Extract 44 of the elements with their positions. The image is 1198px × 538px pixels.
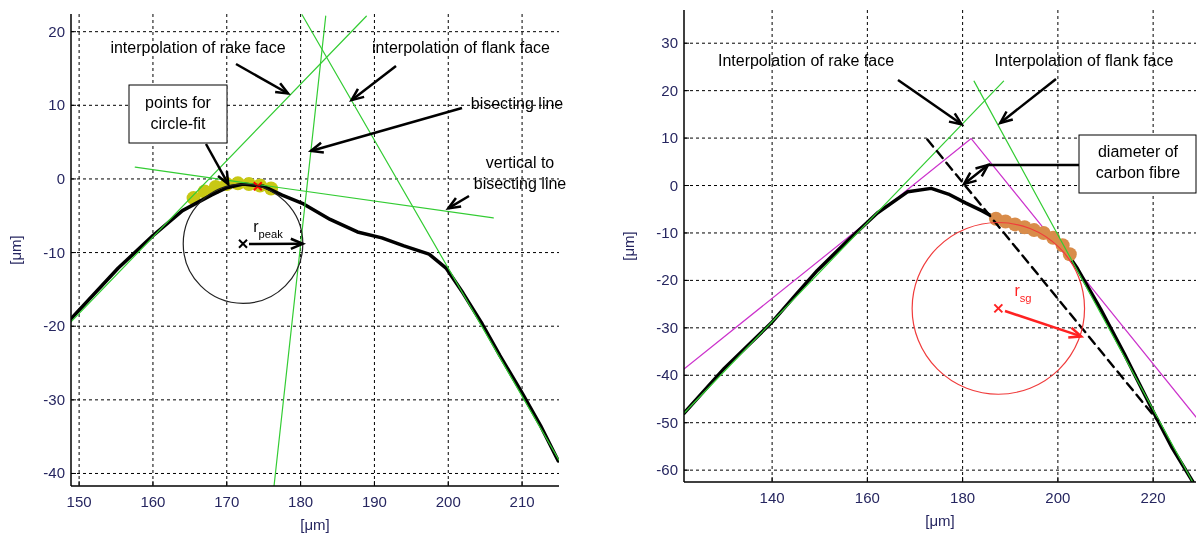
- y-tick-label: 20: [48, 22, 65, 40]
- point: [252, 181, 263, 192]
- annotation: points for circle-fit: [145, 94, 212, 132]
- x-tick-label: 210: [509, 493, 535, 510]
- y-tick-label: -30: [656, 318, 678, 336]
- annotation: interpolation of rake face: [110, 39, 286, 56]
- y-tick-label: 30: [661, 34, 678, 52]
- x-tick-label: 200: [435, 493, 461, 510]
- x-tick-label: 180: [950, 489, 976, 506]
- y-tick-label: 20: [661, 81, 678, 99]
- annotation: vertical to bisecting line: [473, 154, 567, 192]
- y-tick-label: -20: [43, 317, 65, 335]
- y-tick-label: -40: [43, 464, 65, 482]
- y-tick-label: -30: [43, 390, 65, 408]
- y-tick-label: -10: [43, 243, 65, 261]
- x-tick-label: 150: [66, 493, 92, 510]
- annotation: interpolation of flank face: [372, 39, 551, 56]
- annotation: Interpolation of flank face: [994, 52, 1174, 69]
- y-tick-label: -40: [656, 366, 678, 384]
- y-tick-label: 0: [669, 176, 678, 194]
- y-tick-label: -10: [656, 223, 678, 241]
- x-axis-title: [μm]: [300, 516, 330, 533]
- x-tick-label: 170: [214, 493, 240, 510]
- annotation: Interpolation of rake face: [717, 52, 895, 69]
- x-tick-label: 190: [361, 493, 387, 510]
- y-tick-label: 0: [56, 169, 65, 187]
- y-tick-label: 10: [48, 96, 65, 114]
- y-tick-label: -50: [656, 413, 678, 431]
- annotation: bisecting line: [470, 95, 564, 112]
- annotation: r$_{sg}$: [1014, 282, 1032, 304]
- x-tick-label: 140: [759, 489, 785, 506]
- y-tick-label: -60: [656, 461, 678, 479]
- x-tick-label: 220: [1140, 489, 1166, 506]
- x-tick-label: 160: [140, 493, 166, 510]
- x-tick-label: 160: [854, 489, 880, 506]
- y-tick-label: 10: [661, 129, 678, 147]
- x-axis-title: [μm]: [925, 512, 955, 529]
- y-tick-label: -20: [656, 271, 678, 289]
- y-axis-title: [μm]: [7, 235, 24, 265]
- y-axis-title: [μm]: [620, 231, 637, 261]
- x-tick-label: 180: [288, 493, 314, 510]
- annotation: r$_{peak}$: [253, 218, 284, 240]
- x-tick-label: 200: [1045, 489, 1071, 506]
- annotation: diameter of carbon fibre: [1095, 143, 1181, 181]
